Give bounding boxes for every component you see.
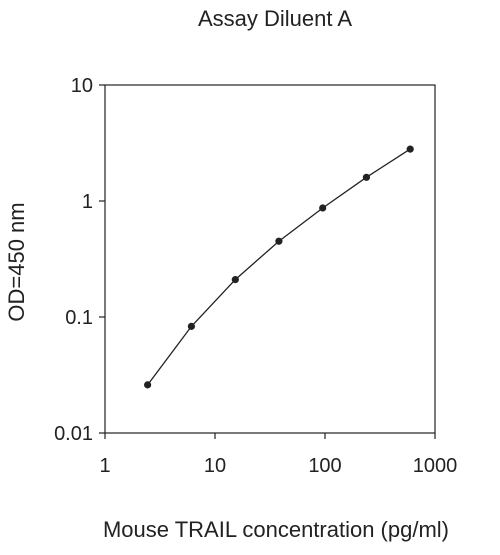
y-tick-label: 0.1 bbox=[65, 307, 93, 329]
data-point bbox=[319, 204, 327, 212]
data-point bbox=[362, 173, 371, 181]
y-tick-label: 10 bbox=[71, 75, 93, 97]
y-tick-label: 0.01 bbox=[54, 423, 93, 445]
x-tick-label: 10 bbox=[204, 455, 226, 477]
y-tick-label: 1 bbox=[82, 191, 93, 213]
y-axis-label: OD=450 nm bbox=[4, 202, 29, 321]
data-series bbox=[144, 145, 414, 389]
x-tick-label: 100 bbox=[308, 455, 341, 477]
data-point bbox=[275, 237, 283, 245]
y-axis: 0.01 0.1 1 10 bbox=[54, 75, 105, 445]
x-axis: 1 10 100 1000 bbox=[99, 433, 457, 477]
plot-area-frame bbox=[104, 84, 436, 434]
series-line bbox=[147, 148, 411, 386]
data-point bbox=[406, 145, 414, 153]
x-tick-label: 1 bbox=[99, 455, 110, 477]
data-point bbox=[231, 276, 239, 284]
data-point bbox=[144, 381, 152, 389]
data-point bbox=[187, 322, 195, 330]
x-axis-label: Mouse TRAIL concentration (pg/ml) bbox=[103, 517, 449, 542]
chart-title: Assay Diluent A bbox=[198, 6, 352, 31]
x-tick-label: 1000 bbox=[413, 455, 458, 477]
